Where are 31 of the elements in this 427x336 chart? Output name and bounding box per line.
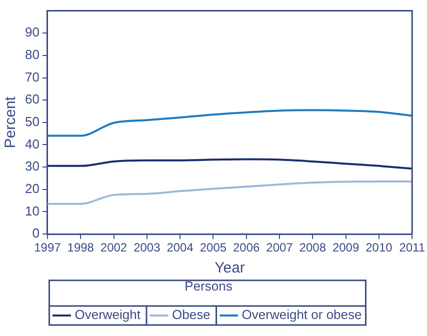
y-axis-title: Percent: [2, 96, 20, 148]
legend-label: Overweight: [74, 307, 141, 322]
x-tick-label: 1997: [34, 240, 62, 255]
line-series: [46, 180, 414, 205]
legend-title: Persons: [184, 278, 233, 294]
x-tick-label: 2003: [134, 240, 161, 255]
x-tick-label: 1998: [67, 240, 94, 255]
y-tick-label: 80: [24, 47, 40, 62]
y-tick-label: 20: [24, 180, 40, 196]
y-tick-label: 50: [24, 114, 40, 129]
x-tick-label: 2006: [233, 240, 260, 255]
y-tick-label: 0: [32, 226, 40, 241]
y-tick-label: 90: [24, 24, 40, 40]
x-tick-label: 2010: [366, 240, 393, 255]
x-tick-label: 2002: [100, 240, 128, 255]
x-tick-label: 2009: [332, 240, 360, 255]
legend-label: Obese: [172, 307, 210, 322]
y-tick-label: 40: [24, 136, 40, 152]
x-tick-label: 2004: [166, 240, 194, 255]
line-series: [46, 158, 414, 170]
x-tick-label: 2005: [200, 240, 227, 255]
x-tick-label: 2008: [299, 240, 326, 255]
x-tick-label: 2011: [399, 240, 426, 255]
y-tick-label: 70: [24, 69, 40, 84]
legend-label: Overweight or obese: [242, 307, 362, 322]
y-tick-label: 30: [24, 158, 40, 174]
x-tick-label: 2007: [266, 240, 294, 255]
y-tick-label: 10: [24, 203, 40, 218]
x-axis-title: Year: [214, 260, 245, 277]
line-series: [46, 109, 414, 137]
y-tick-label: 60: [24, 92, 40, 107]
